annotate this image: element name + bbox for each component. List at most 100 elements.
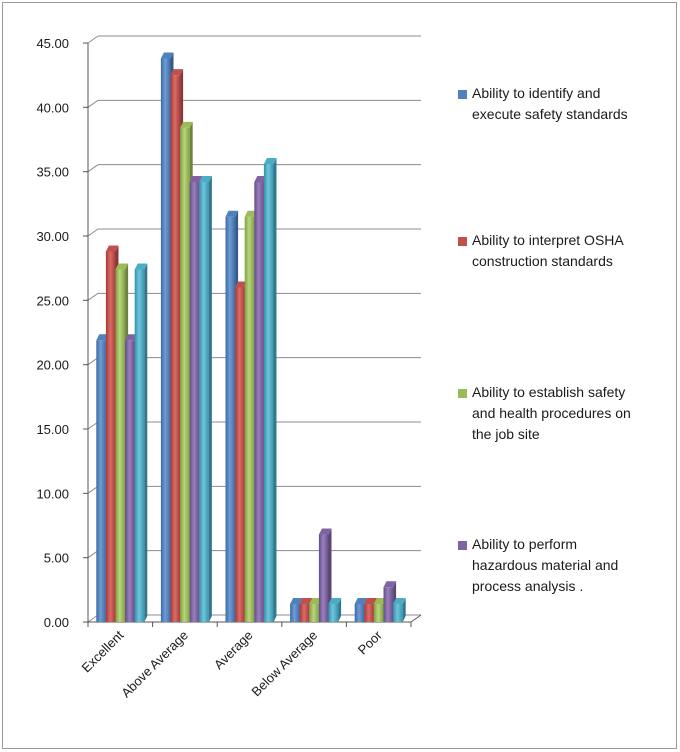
y-tick-label: 25.00 [36,293,69,308]
bar-side [402,597,406,622]
bar-front [160,58,171,622]
legend-label: execute safety standards [472,106,628,122]
bar [263,157,277,623]
y-tick-label: 20.00 [36,358,69,373]
legend-swatch [458,237,467,246]
y-tick-label: 15.00 [36,422,69,437]
legend-label: Ability to establish safety [472,384,625,400]
legend-label: the job site [472,426,540,442]
legend-item: Ability to identify and execute safety st… [458,85,628,122]
bar-front [96,340,106,622]
bar-side [208,175,212,622]
gridline-depth [87,99,99,108]
bar-front [373,603,384,622]
bar-front [383,587,394,622]
bar-top [134,263,148,270]
bar-top [373,597,387,604]
legend-item: Ability to perform hazardous material and… [458,536,618,594]
legend: Ability to identify and execute safety st… [458,85,631,594]
gridline-depth [87,292,99,301]
legend-label: hazardous material and [472,557,618,573]
y-tick-label: 35.00 [36,165,69,180]
bar-front [354,603,365,622]
bar-front [225,216,236,622]
y-axis-ticks: 0.00 5.00 10.00 15.00 20.00 25.00 30.00 35.00 40… [36,36,88,630]
x-category-label: Above Average [118,628,191,701]
bar-front [328,603,339,622]
x-category-label: Below Average [248,628,320,700]
bar-top [105,245,119,252]
y-tick-label: 45.00 [36,36,69,51]
bars [96,52,406,623]
bar-front [299,603,310,622]
bar [393,597,406,622]
legend-swatch [458,389,467,398]
legend-item: Ability to establish safety and health pr… [458,384,631,442]
bar-top [180,121,193,128]
y-tick-label: 10.00 [36,486,69,501]
bar-side [273,157,277,623]
bar-front [170,75,181,622]
bar-top [263,157,277,164]
y-tick-label: 40.00 [36,100,69,115]
bar-top [364,597,377,604]
bar-front [364,603,374,622]
bar-top [160,52,174,59]
x-axis-depth [410,614,422,623]
bar-top [299,597,313,604]
gridline-depth [87,228,99,237]
gridline-depth [87,164,99,173]
bar-front [309,603,319,622]
bar-top [189,175,203,182]
legend-label: Ability to interpret OSHA [472,232,624,248]
bar-front [115,269,126,622]
bar-top [244,210,258,217]
bar-top [328,597,342,604]
legend-label: construction standards [472,253,613,269]
bar-top [318,528,332,535]
bar-side [338,597,342,622]
bar-side [328,528,332,622]
bar-front [189,181,200,622]
legend-label: Ability to identify and [472,85,600,101]
bar-top [170,69,184,76]
bar [199,175,212,622]
legend-item: Ability to interpret OSHA construction st… [458,232,624,269]
y-tick-label: 5.00 [44,551,69,566]
bar-front [290,603,300,622]
bar-top [125,334,138,341]
gridline-depth [87,35,99,44]
legend-label: process analysis . [472,578,583,594]
bar-front [318,534,329,622]
bar-front [199,181,209,622]
bar-top [199,175,212,182]
bar-top [290,597,303,604]
bar [318,528,332,622]
legend-label: and health procedures on [472,405,631,421]
bar [328,597,342,622]
bar-top [393,597,406,604]
legend-label: Ability to perform [472,536,577,552]
bar-front [254,181,264,622]
bar-front [235,287,245,622]
bar-top [115,263,129,270]
bar-front [134,269,145,622]
bar-top [225,210,239,217]
bar-front [393,603,403,622]
bar-front [263,163,274,623]
bar-front [244,216,255,622]
bar-top [254,175,267,182]
bar-front [125,340,135,622]
legend-swatch [458,90,467,99]
bar-top [383,581,397,588]
bar-front [180,127,190,623]
bar-top [96,334,109,341]
bar-top [235,281,248,288]
bar [134,263,148,622]
y-tick-label: 0.00 [44,615,69,630]
x-category-label: Poor [355,627,385,657]
x-category-label: Average [211,628,256,673]
legend-swatch [458,541,467,550]
